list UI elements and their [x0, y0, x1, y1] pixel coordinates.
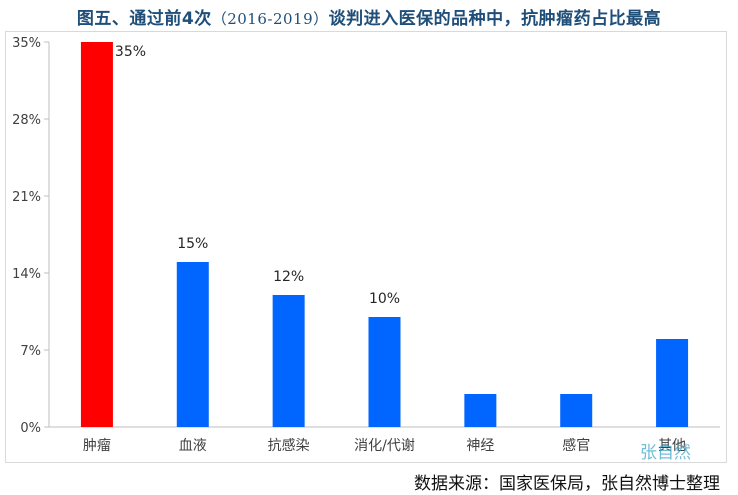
- x-tick-label: 血液: [179, 438, 207, 454]
- y-tick-label: 35%: [12, 36, 41, 51]
- x-tick-label: 抗感染: [268, 437, 310, 454]
- data-label: 10%: [369, 291, 400, 307]
- y-tick-label: 14%: [12, 267, 41, 282]
- title-years: （2016-2019）: [211, 10, 329, 28]
- bar: [464, 394, 497, 427]
- bar: [560, 394, 593, 427]
- data-labels: 35% 15% 12% 10%: [115, 44, 400, 307]
- watermark: 张自然: [640, 443, 691, 463]
- x-tick-label: 感官: [562, 437, 590, 454]
- title-suffix: 谈判进入医保的品种中，抗肿瘤药占比最高: [328, 9, 662, 29]
- y-tick-label: 7%: [20, 344, 41, 359]
- x-axis: 肿瘤 血液 抗感染 消化/代谢 神经 感官 其他: [49, 426, 720, 454]
- data-label: 35%: [115, 44, 146, 60]
- x-tick-label: 神经: [466, 438, 494, 454]
- y-tick-label: 0%: [20, 421, 41, 436]
- data-label: 12%: [273, 269, 304, 285]
- x-tick-label: 消化/代谢: [354, 438, 415, 454]
- chart-frame: [5, 31, 727, 463]
- chart-title: 图五、通过前4次（2016-2019）谈判进入医保的品种中，抗肿瘤药占比最高: [0, 4, 738, 29]
- bar: [368, 317, 401, 427]
- data-label: 15%: [177, 236, 208, 252]
- bar: [272, 295, 305, 427]
- bar: [176, 262, 209, 427]
- x-tick-label: 其他: [658, 438, 686, 454]
- x-tick-label: 肿瘤: [83, 437, 111, 454]
- y-tick-label: 21%: [12, 190, 41, 205]
- bars: [80, 42, 689, 427]
- title-prefix: 图五、通过前4次: [76, 9, 212, 29]
- bar: [656, 339, 689, 427]
- y-tick-label: 28%: [12, 113, 41, 128]
- source-note: 数据来源：国家医保局，张自然博士整理: [414, 474, 720, 494]
- y-axis: 0% 7% 14% 21% 28% 35%: [12, 36, 50, 436]
- bar: [80, 42, 113, 427]
